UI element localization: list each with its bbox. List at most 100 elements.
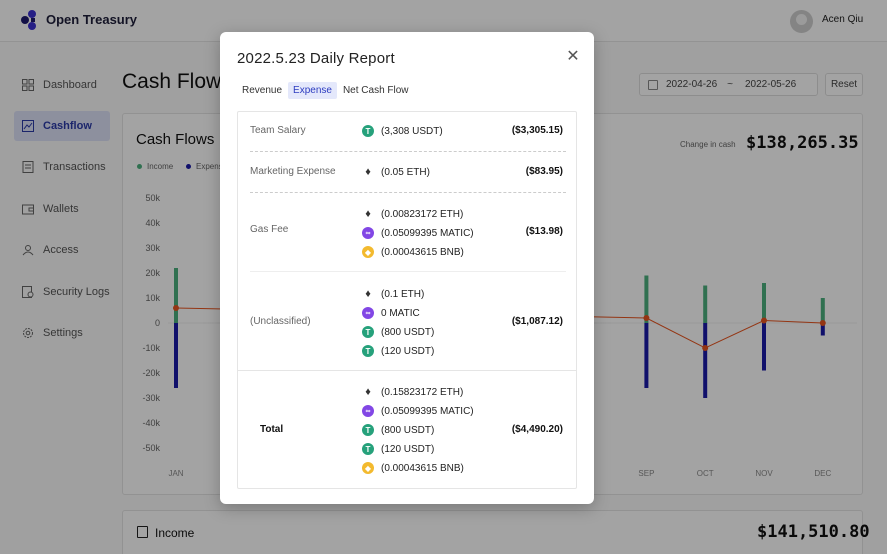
legend-dot <box>186 164 191 169</box>
asset-text: (120 USDT) <box>381 345 435 357</box>
y-tick-label: 50k <box>145 193 160 203</box>
y-tick-label: 30k <box>145 243 160 253</box>
expense-bar <box>703 323 708 398</box>
sidebar-item-label: Transactions <box>43 161 106 173</box>
eth-icon: ♦ <box>362 386 374 398</box>
income-bar <box>820 298 825 323</box>
asset-item: ♦ (0.05 ETH) <box>362 165 430 179</box>
sidebar-item-wallets[interactable]: Wallets <box>14 194 110 224</box>
tab-revenue[interactable]: Revenue <box>242 85 283 96</box>
asset-text: (0.00823172 ETH) <box>381 208 464 220</box>
row-label: (Unclassified) <box>250 316 311 327</box>
sidebar-item-transactions[interactable]: Transactions <box>14 152 110 182</box>
report-tabs: Revenue Expense Net Cash Flow <box>237 82 415 99</box>
close-icon[interactable]: ✕ <box>566 48 580 65</box>
eth-icon: ♦ <box>362 166 374 178</box>
y-tick-label: 0 <box>155 318 160 328</box>
date-range-picker[interactable]: 2022-04-26 ~ 2022-05-26 <box>639 73 818 96</box>
bnb-icon: ◆ <box>362 462 374 474</box>
usdt-icon: T <box>362 345 374 357</box>
receipt-icon <box>137 526 148 538</box>
asset-text: (0.1 ETH) <box>381 288 425 300</box>
change-in-cash-value: $138,265.35 <box>746 133 859 153</box>
date-to[interactable]: 2022-05-26 <box>745 79 797 90</box>
legend-label: Expense <box>196 162 228 171</box>
user-name[interactable]: Acen Qiu <box>822 14 864 25</box>
x-tick-label: SEP <box>638 469 654 478</box>
usdt-icon: T <box>362 326 374 338</box>
asset-text: (0.05 ETH) <box>381 166 430 178</box>
y-tick-label: 10k <box>145 293 160 303</box>
matic-icon: ∞ <box>362 307 374 319</box>
sidebar-item-cashflow[interactable]: Cashflow <box>14 111 110 141</box>
date-from[interactable]: 2022-04-26 <box>666 79 718 90</box>
asset-item: T (3,308 USDT) <box>362 124 443 138</box>
brand-name[interactable]: Open Treasury <box>46 12 138 27</box>
sidebar-item-label: Security Logs <box>43 286 110 298</box>
tab-net-cash-flow[interactable]: Net Cash Flow <box>342 85 409 96</box>
asset-item: ∞ 0 MATIC <box>362 306 420 320</box>
asset-text: (800 USDT) <box>381 424 435 436</box>
legend-label: Income <box>147 162 174 171</box>
income-bar <box>644 275 649 323</box>
income-bar <box>174 268 178 323</box>
sidebar-item-label: Dashboard <box>43 79 97 91</box>
income-card[interactable] <box>122 510 863 554</box>
asset-item: ◆ (0.00043615 BNB) <box>362 461 464 475</box>
expense-bar <box>174 323 178 388</box>
net-point <box>173 305 179 311</box>
y-tick-label: -40k <box>142 418 160 428</box>
modal-title: 2022.5.23 Daily Report <box>237 50 395 67</box>
asset-item: T (800 USDT) <box>362 423 434 437</box>
eth-icon: ♦ <box>362 208 374 220</box>
cash-flows-title: Cash Flows <box>136 131 215 148</box>
row-divider <box>250 151 566 152</box>
tab-expense[interactable]: Expense <box>288 82 337 99</box>
asset-item: ∞ (0.05099395 MATIC) <box>362 226 474 240</box>
dashboard-icon <box>22 79 34 91</box>
sidebar-item-label: Access <box>43 244 79 256</box>
sidebar-item-dashboard[interactable]: Dashboard <box>14 70 110 100</box>
cashflow-icon <box>22 120 34 132</box>
row-divider <box>250 271 566 272</box>
asset-item: ♦ (0.1 ETH) <box>362 287 424 301</box>
income-value: $141,510.80 <box>757 522 870 542</box>
usdt-icon: T <box>362 443 374 455</box>
reset-button[interactable]: Reset <box>825 73 863 96</box>
sidebar-item-settings[interactable]: Settings <box>14 318 110 348</box>
y-tick-label: 40k <box>145 218 160 228</box>
asset-text: (0.05099395 MATIC) <box>381 227 474 239</box>
sidebar-item-security-logs[interactable]: Security Logs <box>14 277 110 307</box>
expense-bar <box>762 323 766 371</box>
asset-item: T (120 USDT) <box>362 442 434 456</box>
row-divider <box>250 192 566 193</box>
expense-bar <box>644 323 649 388</box>
avatar[interactable] <box>790 10 813 33</box>
matic-icon: ∞ <box>362 227 374 239</box>
asset-text: (0.05099395 MATIC) <box>381 405 474 417</box>
legend-item-income[interactable]: Income <box>137 162 173 171</box>
wallet-icon <box>22 204 34 215</box>
y-tick-label: -10k <box>142 343 160 353</box>
logo-icon[interactable] <box>20 9 40 31</box>
legend-item-expense[interactable]: Expense <box>186 162 227 171</box>
net-point <box>819 320 826 326</box>
total-label: Total <box>260 424 284 435</box>
legend-dot <box>137 164 142 169</box>
row-label: Marketing Expense <box>250 166 336 177</box>
net-point <box>761 317 767 324</box>
expense-bar <box>820 323 825 336</box>
sidebar-item-access[interactable]: Access <box>14 235 110 265</box>
y-tick-label: -20k <box>142 368 160 378</box>
x-tick-label: JAN <box>168 469 183 478</box>
income-label: Income <box>155 526 195 540</box>
gear-icon <box>23 328 33 338</box>
net-point <box>643 315 650 321</box>
asset-item: ♦ (0.00823172 ETH) <box>362 207 463 221</box>
y-tick-label: -50k <box>142 443 160 453</box>
net-point <box>702 345 709 351</box>
calendar-icon <box>648 79 658 90</box>
page-title: Cash Flow <box>122 70 222 93</box>
asset-text: 0 MATIC <box>381 307 420 319</box>
y-tick-label: -30k <box>142 393 160 403</box>
